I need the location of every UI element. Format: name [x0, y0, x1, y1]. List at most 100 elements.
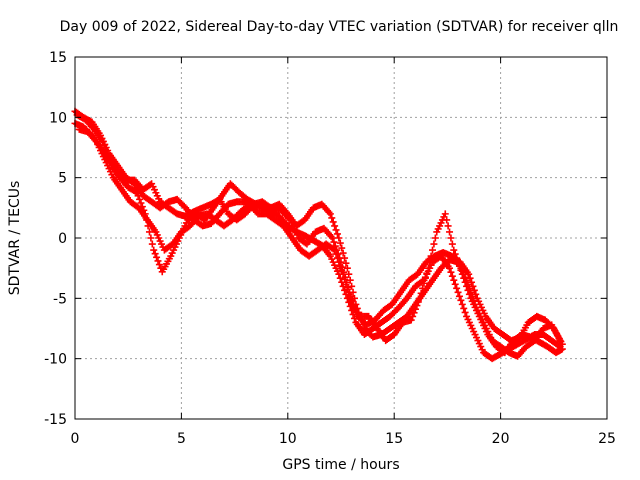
data-point-sat-track-2 [333, 230, 341, 238]
axis-ticks: 0 5 10 15 20 25 -15 -10 -5 0 5 10 15 [44, 50, 616, 447]
data-point-sat-track-3 [421, 274, 429, 282]
data-point-sat-track-1 [447, 268, 455, 276]
x-tick-label: 10 [279, 431, 297, 447]
data-point-sat-track-4 [350, 300, 358, 308]
data-point-sat-track-4 [346, 288, 354, 296]
data-point-sat-track-4 [472, 290, 480, 298]
data-point-sat-track-4 [558, 340, 566, 348]
y-tick-label: -15 [44, 412, 67, 428]
y-tick-label: 15 [49, 50, 67, 66]
data-point-sat-track-3 [411, 305, 419, 313]
x-tick-label: 25 [598, 431, 616, 447]
data-point-sat-track-3 [429, 246, 437, 254]
data-point-sat-track-4 [131, 187, 139, 195]
data-point-sat-track-3 [447, 234, 455, 242]
data-point-sat-track-1 [460, 304, 468, 312]
data-point-sat-track-4 [138, 203, 146, 211]
data-point-sat-track-4 [331, 242, 339, 250]
data-point-sat-track-4 [328, 234, 336, 242]
x-tick-label: 20 [492, 431, 510, 447]
data-point-sat-track-2 [342, 259, 350, 267]
data-point-sat-track-4 [136, 195, 144, 203]
data-point-sat-track-3 [414, 298, 422, 306]
data-point-sat-track-4 [347, 292, 355, 300]
data-point-sat-track-2 [328, 214, 336, 222]
data-point-sat-track-4 [147, 234, 155, 242]
y-tick-label: -10 [44, 352, 67, 368]
data-point-sat-track-4 [143, 216, 151, 224]
data-point-sat-track-4 [99, 137, 107, 145]
data-point-sat-track-4 [145, 228, 153, 236]
data-point-sat-track-4 [144, 222, 152, 230]
data-point-sat-track-4 [353, 308, 361, 316]
data-point-sat-track-3 [431, 234, 439, 242]
data-point-sat-track-3 [458, 270, 466, 278]
data-point-sat-track-2 [326, 210, 334, 218]
data-point-sat-track-4 [344, 283, 352, 291]
data-point-sat-track-4 [330, 238, 338, 246]
data-point-sat-track-4 [137, 199, 145, 207]
data-point-sat-track-4 [340, 268, 348, 276]
data-point-sat-track-3 [407, 316, 415, 324]
data-point-sat-track-4 [155, 261, 163, 269]
x-tick-label: 5 [177, 431, 186, 447]
y-tick-label: 0 [58, 231, 67, 247]
data-point-sat-track-4 [154, 257, 162, 265]
data-point-sat-track-3 [410, 309, 418, 317]
data-point-sat-track-4 [338, 263, 346, 271]
data-points [71, 107, 566, 363]
data-point-sat-track-1 [458, 300, 466, 308]
data-point-sat-track-2 [338, 244, 346, 252]
data-point-sat-track-1 [446, 264, 454, 272]
data-point-sat-track-4 [151, 250, 159, 258]
data-point-sat-track-3 [430, 240, 438, 248]
data-point-sat-track-4 [351, 304, 359, 312]
data-point-sat-track-4 [348, 296, 356, 304]
data-point-sat-track-4 [134, 192, 142, 200]
data-point-sat-track-1 [453, 284, 461, 292]
data-point-sat-track-4 [133, 188, 141, 196]
data-point-sat-track-4 [103, 150, 111, 158]
data-point-sat-track-4 [100, 141, 108, 149]
data-point-sat-track-4 [102, 146, 110, 154]
data-point-sat-track-2 [329, 218, 337, 226]
data-point-sat-track-4 [334, 250, 342, 258]
data-point-sat-track-3 [448, 240, 456, 248]
data-point-sat-track-3 [460, 274, 468, 282]
data-point-sat-track-4 [548, 323, 556, 331]
data-point-sat-track-1 [451, 280, 459, 288]
data-point-sat-track-4 [106, 158, 114, 166]
data-point-sat-track-3 [413, 302, 421, 310]
data-point-sat-track-1 [457, 296, 465, 304]
data-point-sat-track-2 [335, 234, 343, 242]
data-point-sat-track-1 [448, 272, 456, 280]
data-point-sat-track-3 [450, 246, 458, 254]
data-point-sat-track-1 [461, 308, 469, 316]
y-axis-label: SDTVAR / TECUs [7, 181, 23, 296]
data-point-sat-track-3 [446, 228, 454, 236]
x-tick-label: 15 [385, 431, 403, 447]
data-point-sat-track-2 [339, 249, 347, 257]
data-point-sat-track-4 [343, 278, 351, 286]
y-tick-label: 10 [49, 110, 67, 126]
data-point-sat-track-3 [420, 279, 428, 287]
data-point-sat-track-4 [153, 253, 161, 261]
data-point-sat-track-3 [465, 290, 473, 298]
data-point-sat-track-4 [333, 246, 341, 254]
x-axis-label: GPS time / hours [282, 457, 399, 473]
data-point-sat-track-1 [450, 276, 458, 284]
data-point-sat-track-4 [336, 254, 344, 262]
data-point-sat-track-3 [461, 278, 469, 286]
data-point-sat-track-4 [341, 273, 349, 281]
data-point-sat-track-3 [441, 210, 449, 218]
data-point-sat-track-3 [423, 269, 431, 277]
y-tick-label: -5 [53, 291, 67, 307]
data-point-sat-track-4 [469, 282, 477, 290]
data-point-sat-track-1 [336, 274, 344, 282]
data-point-sat-track-3 [443, 216, 451, 224]
data-point-sat-track-4 [104, 154, 112, 162]
data-point-sat-track-3 [419, 284, 427, 292]
data-point-sat-track-2 [336, 239, 344, 247]
x-tick-label: 0 [71, 431, 80, 447]
